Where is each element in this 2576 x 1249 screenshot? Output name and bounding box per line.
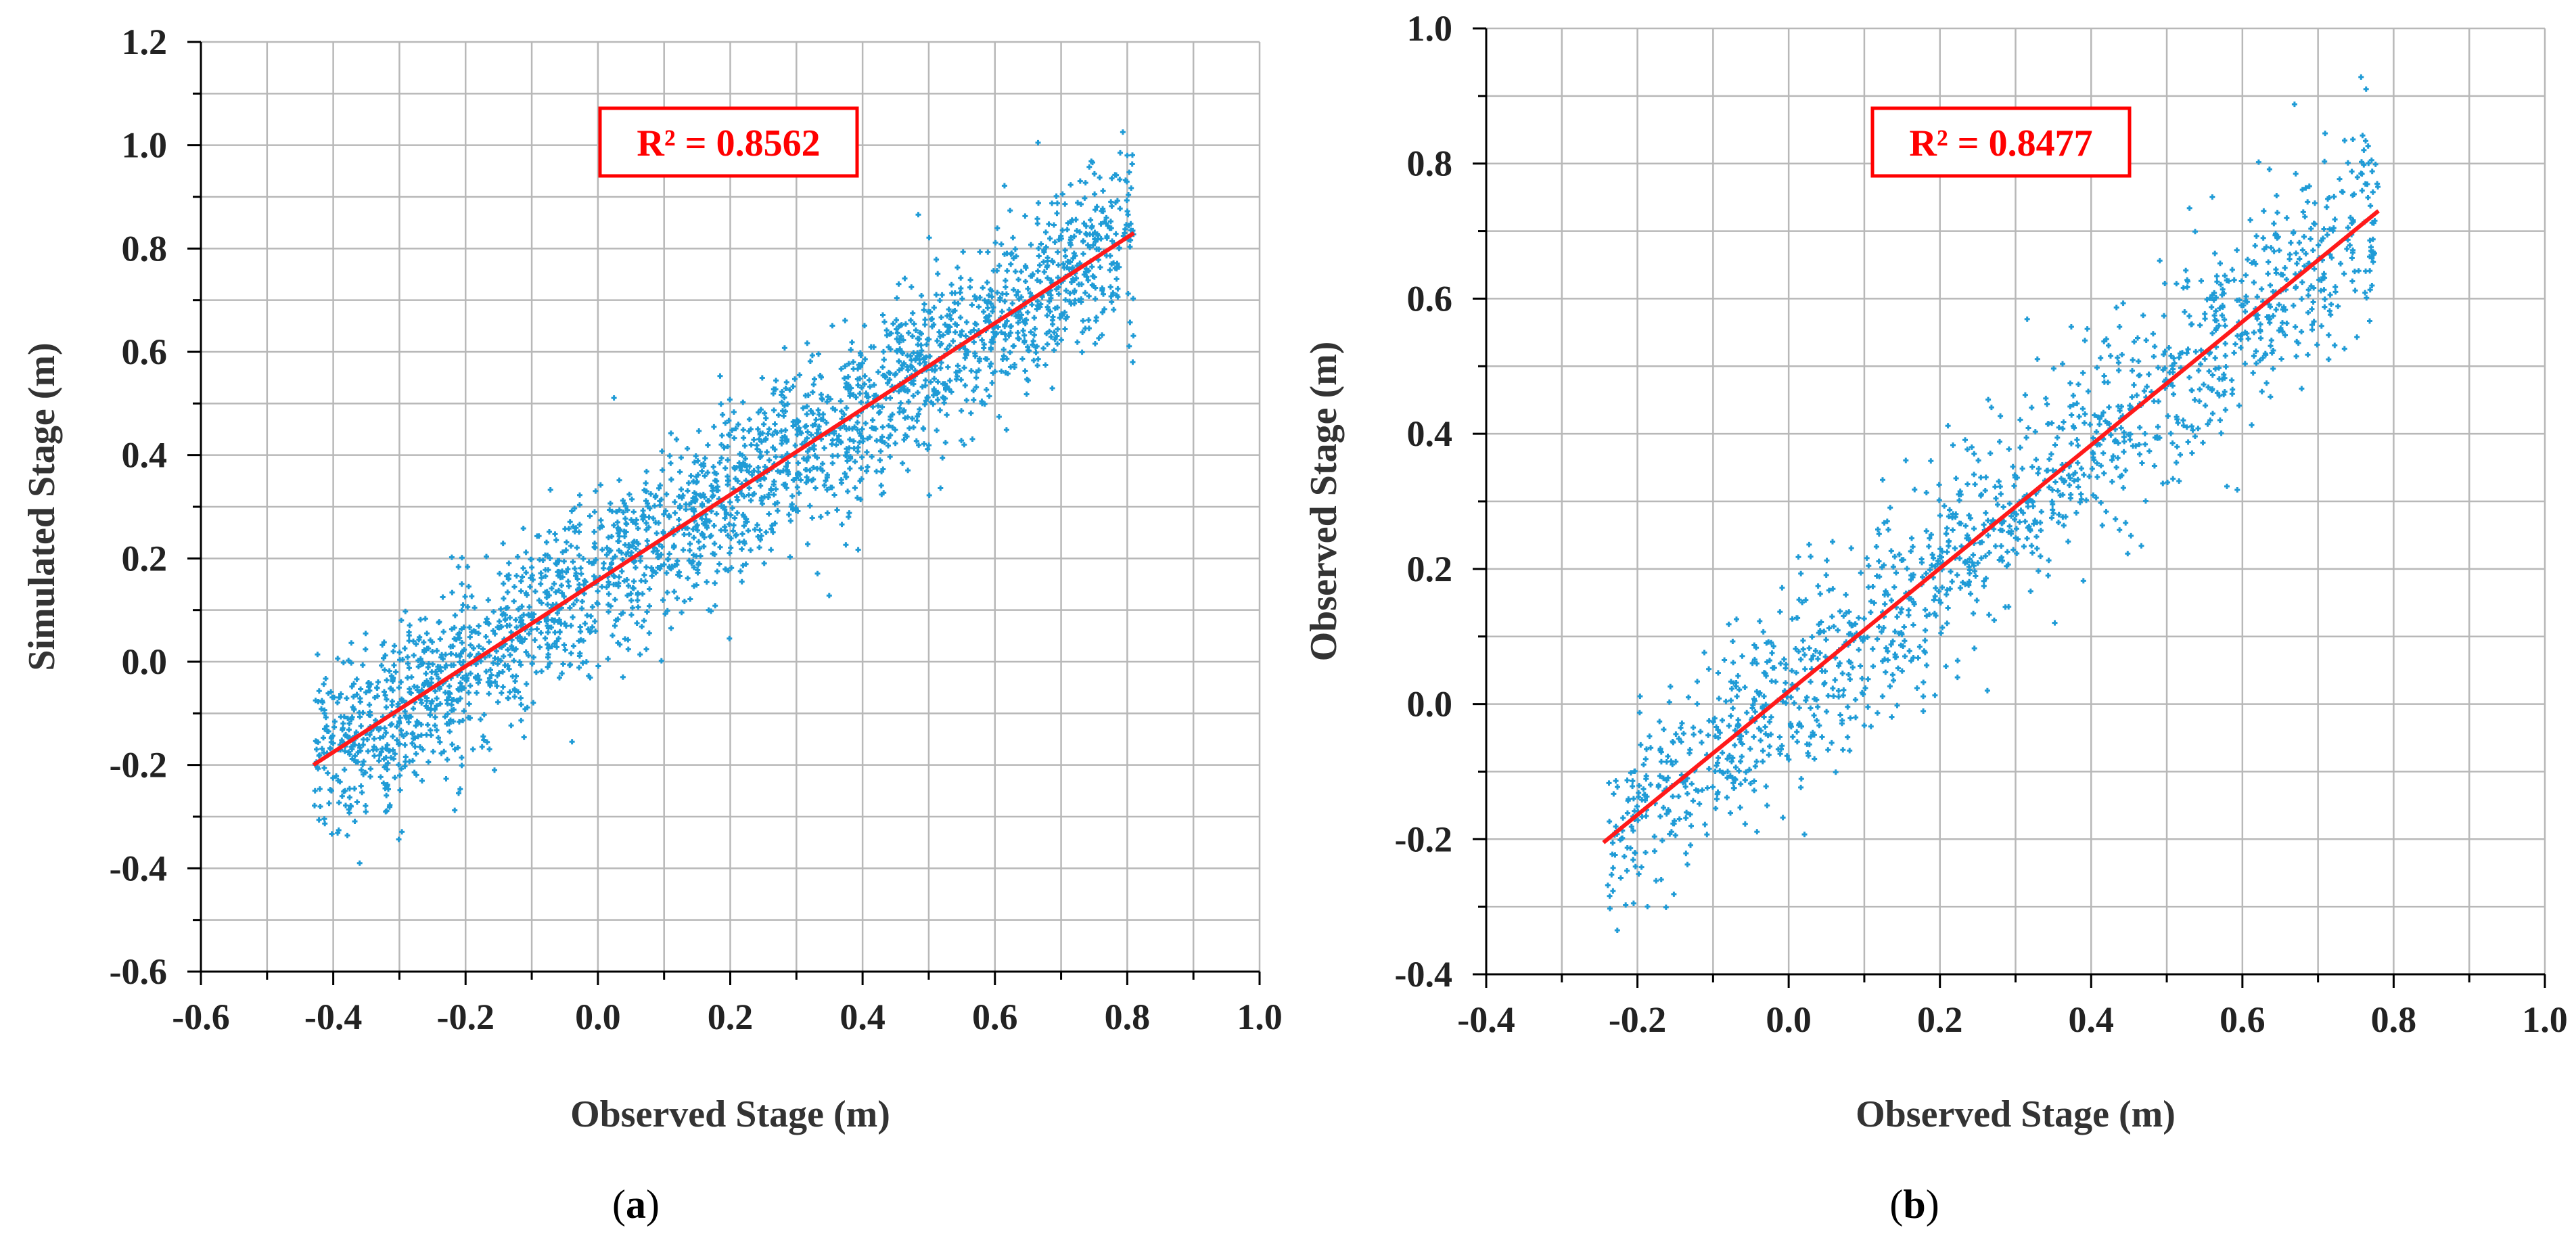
x-tick-label: 1.0 xyxy=(1237,997,1283,1037)
y-tick-label: -0.2 xyxy=(110,745,167,786)
x-axis-title-b: Observed Stage (m) xyxy=(1856,1093,2176,1135)
x-tick-labels-a: -0.6 -0.4 -0.2 0.0 0.2 0.4 0.6 0.8 1.0 xyxy=(172,997,1282,1037)
y-tick-label: 0.2 xyxy=(122,538,168,578)
y-tick-label: 0.4 xyxy=(1407,413,1453,454)
y-tick-label: 0.0 xyxy=(122,641,168,682)
y-tick-label: 1.0 xyxy=(1407,8,1453,49)
trendline-a xyxy=(312,231,1135,767)
y-tick-label: 1.2 xyxy=(122,22,168,62)
x-tick-label: -0.4 xyxy=(304,997,362,1037)
axes-b xyxy=(1473,27,2546,988)
y-tick-label: 0.6 xyxy=(122,332,168,372)
x-tick-label: -0.4 xyxy=(1457,999,1515,1040)
y-tick-label: 0.8 xyxy=(1407,143,1453,184)
x-tick-label: -0.2 xyxy=(1609,999,1666,1040)
y-tick-label: -0.6 xyxy=(110,951,167,992)
x-tick-label: 0.8 xyxy=(2371,999,2417,1040)
r2-annotation-b: R² = 0.8477 xyxy=(1909,122,2092,164)
x-tick-labels-b: -0.4 -0.2 0.0 0.2 0.4 0.6 0.8 1.0 xyxy=(1457,999,2567,1040)
x-tick-label: 0.2 xyxy=(708,997,754,1037)
r2-box-a xyxy=(598,106,859,178)
y-tick-label: 0.0 xyxy=(1407,684,1453,725)
r2-annotation-a: R² = 0.8562 xyxy=(637,122,820,164)
x-tick-label: 0.6 xyxy=(972,997,1018,1037)
x-tick-label: 0.4 xyxy=(840,997,886,1037)
x-tick-label: -0.2 xyxy=(437,997,495,1037)
axes-a xyxy=(187,41,1261,985)
x-tick-label: 0.2 xyxy=(1917,999,1963,1040)
x-tick-label: 0.8 xyxy=(1105,997,1151,1037)
y-tick-label: 0.4 xyxy=(122,435,168,476)
chart-panel-a: -0.6 -0.4 -0.2 0.0 0.2 0.4 0.6 0.8 1.0 -0.6-0.4-… xyxy=(21,22,1283,1227)
y-tick-label: -0.2 xyxy=(1395,819,1452,859)
data-points-b xyxy=(1605,74,2381,933)
r2-box-b xyxy=(1870,106,2132,178)
y-tick-label: -0.4 xyxy=(110,848,167,888)
y-tick-labels-a: -0.6 -0.4 -0.2 0.0 0.2 0.4 0.6 0.8 1.0 1.2 xyxy=(110,22,167,992)
x-tick-label: 0.0 xyxy=(1766,999,1812,1040)
x-tick-label: 0.6 xyxy=(2220,999,2266,1040)
y-tick-label: 1.0 xyxy=(122,125,168,166)
grid-a xyxy=(200,41,1261,973)
y-tick-label: -0.4 xyxy=(1395,954,1452,995)
y-axis-title-b: Observed Stage (m) xyxy=(1303,342,1345,662)
x-tick-label: -0.6 xyxy=(172,997,229,1037)
y-axis-title-a: Simulated Stage (m) xyxy=(21,342,63,671)
x-axis-title-a: Observed Stage (m) xyxy=(570,1093,890,1135)
y-tick-label: 0.2 xyxy=(1407,549,1453,589)
y-tick-label: 0.8 xyxy=(122,228,168,269)
y-tick-label: 0.6 xyxy=(1407,278,1453,319)
x-tick-label: 0.4 xyxy=(2069,999,2115,1040)
x-tick-label: 0.0 xyxy=(575,997,621,1037)
trendline-b xyxy=(1602,209,2380,844)
panel-label-a: (a) xyxy=(612,1182,660,1227)
y-tick-labels-b: -0.4 -0.2 0.0 0.2 0.4 0.6 0.8 1.0 xyxy=(1395,8,1452,995)
chart-panel-b: -0.4 -0.2 0.0 0.2 0.4 0.6 0.8 1.0 -0.4 -0.2 0.0 0.… xyxy=(1303,8,2568,1227)
panel-label-b: (b) xyxy=(1889,1182,1939,1227)
x-tick-label: 1.0 xyxy=(2522,999,2568,1040)
scatter-point-cloud xyxy=(1605,74,2381,933)
